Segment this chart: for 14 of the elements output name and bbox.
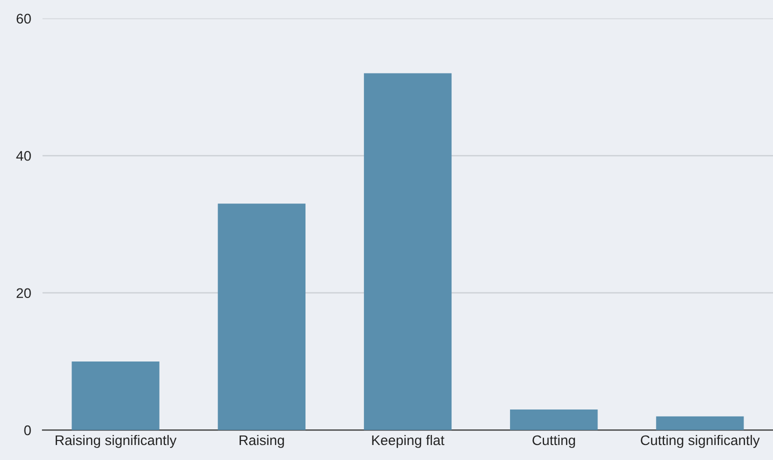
x-tick-label: Cutting <box>532 434 575 448</box>
x-tick-label: Cutting significantly <box>640 434 760 448</box>
bar <box>656 416 744 430</box>
y-tick-label: 40 <box>16 150 31 161</box>
x-tick-label: Keeping flat <box>372 434 444 448</box>
y-tick-label: 20 <box>16 288 31 298</box>
bar <box>510 410 598 430</box>
x-tick-label: Raising significantly <box>56 434 177 448</box>
bar <box>364 73 452 430</box>
bar <box>72 361 160 430</box>
bar <box>218 204 306 430</box>
y-tick-label: 0 <box>24 425 31 436</box>
x-tick-label: Raising <box>240 434 284 448</box>
y-tick-label: 60 <box>16 14 31 24</box>
